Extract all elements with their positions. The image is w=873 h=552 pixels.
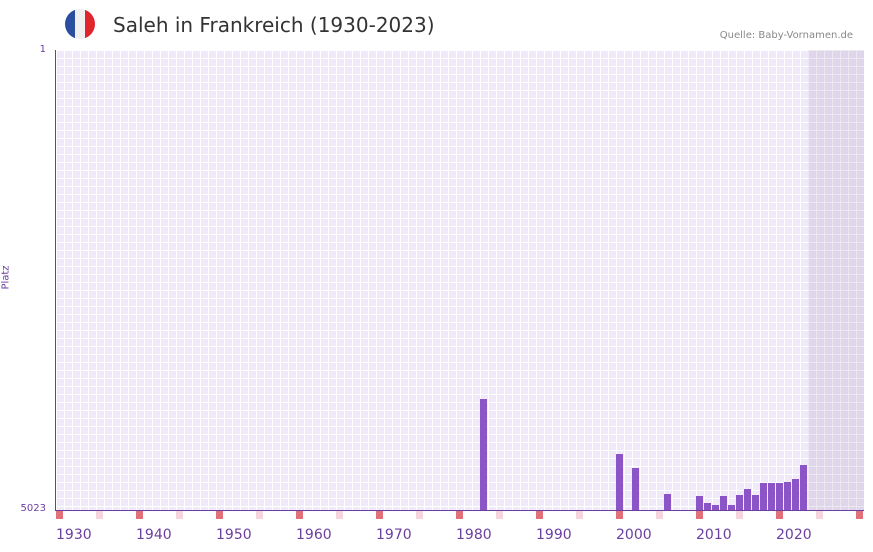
- flag-red: [85, 9, 95, 39]
- year-marker-1990: [536, 511, 543, 519]
- source-label: Quelle: Baby-Vornamen.de: [719, 30, 853, 41]
- year-marker-1935: [96, 511, 103, 519]
- bar-2021[interactable]: [784, 482, 791, 510]
- bar-2019[interactable]: [768, 483, 775, 510]
- x-tick-2010: 2010: [696, 527, 732, 543]
- bar-2002[interactable]: [632, 468, 639, 510]
- year-marker-2015: [736, 511, 743, 519]
- x-tick-1930: 1930: [56, 527, 92, 543]
- plot-area: [56, 50, 864, 510]
- x-axis: [55, 510, 864, 511]
- x-tick-2000: 2000: [616, 527, 652, 543]
- bar-2013[interactable]: [720, 496, 727, 510]
- year-marker-2020: [776, 511, 783, 519]
- year-marker-1950: [216, 511, 223, 519]
- bar-2016[interactable]: [744, 489, 751, 510]
- year-marker-1970: [376, 511, 383, 519]
- x-tick-1970: 1970: [376, 527, 412, 543]
- y-tick-top: 1: [39, 44, 46, 55]
- flag-white: [75, 9, 85, 39]
- bar-2020[interactable]: [776, 483, 783, 510]
- year-marker-2025: [816, 511, 823, 519]
- bar-2011[interactable]: [704, 503, 711, 510]
- year-marker-1945: [176, 511, 183, 519]
- year-marker-2005: [656, 511, 663, 519]
- bar-2018[interactable]: [760, 483, 767, 510]
- x-tick-2020: 2020: [776, 527, 812, 543]
- x-tick-1950: 1950: [216, 527, 252, 543]
- bar-2000[interactable]: [616, 454, 623, 510]
- year-marker-2000: [616, 511, 623, 519]
- year-marker-1995: [576, 511, 583, 519]
- year-marker-1960: [296, 511, 303, 519]
- france-flag-icon: [65, 9, 95, 39]
- y-axis-label: Platz: [0, 265, 12, 290]
- flag-blue: [65, 9, 75, 39]
- x-tick-1940: 1940: [136, 527, 172, 543]
- year-marker-2030: [856, 511, 863, 519]
- year-marker-1975: [416, 511, 423, 519]
- year-marker-1980: [456, 511, 463, 519]
- bar-2006[interactable]: [664, 494, 671, 510]
- grid: [56, 50, 864, 510]
- future-shade: [808, 50, 864, 510]
- bar-2015[interactable]: [736, 495, 743, 510]
- y-axis: [55, 50, 56, 511]
- year-marker-1955: [256, 511, 263, 519]
- bar-2014[interactable]: [728, 505, 735, 510]
- year-marker-2010: [696, 511, 703, 519]
- bar-2017[interactable]: [752, 495, 759, 510]
- year-marker-1940: [136, 511, 143, 519]
- year-marker-1930: [56, 511, 63, 519]
- bar-2022[interactable]: [792, 479, 799, 510]
- bar-2010[interactable]: [696, 496, 703, 510]
- year-markers: [56, 511, 864, 519]
- year-marker-1965: [336, 511, 343, 519]
- x-tick-1980: 1980: [456, 527, 492, 543]
- chart-title: Saleh in Frankreich (1930-2023): [113, 13, 435, 37]
- x-tick-1990: 1990: [536, 527, 572, 543]
- x-tick-1960: 1960: [296, 527, 332, 543]
- year-marker-1985: [496, 511, 503, 519]
- bar-1983[interactable]: [480, 399, 487, 510]
- bar-2023[interactable]: [800, 465, 807, 510]
- y-tick-bottom: 5023: [20, 503, 46, 514]
- bar-2012[interactable]: [712, 505, 719, 510]
